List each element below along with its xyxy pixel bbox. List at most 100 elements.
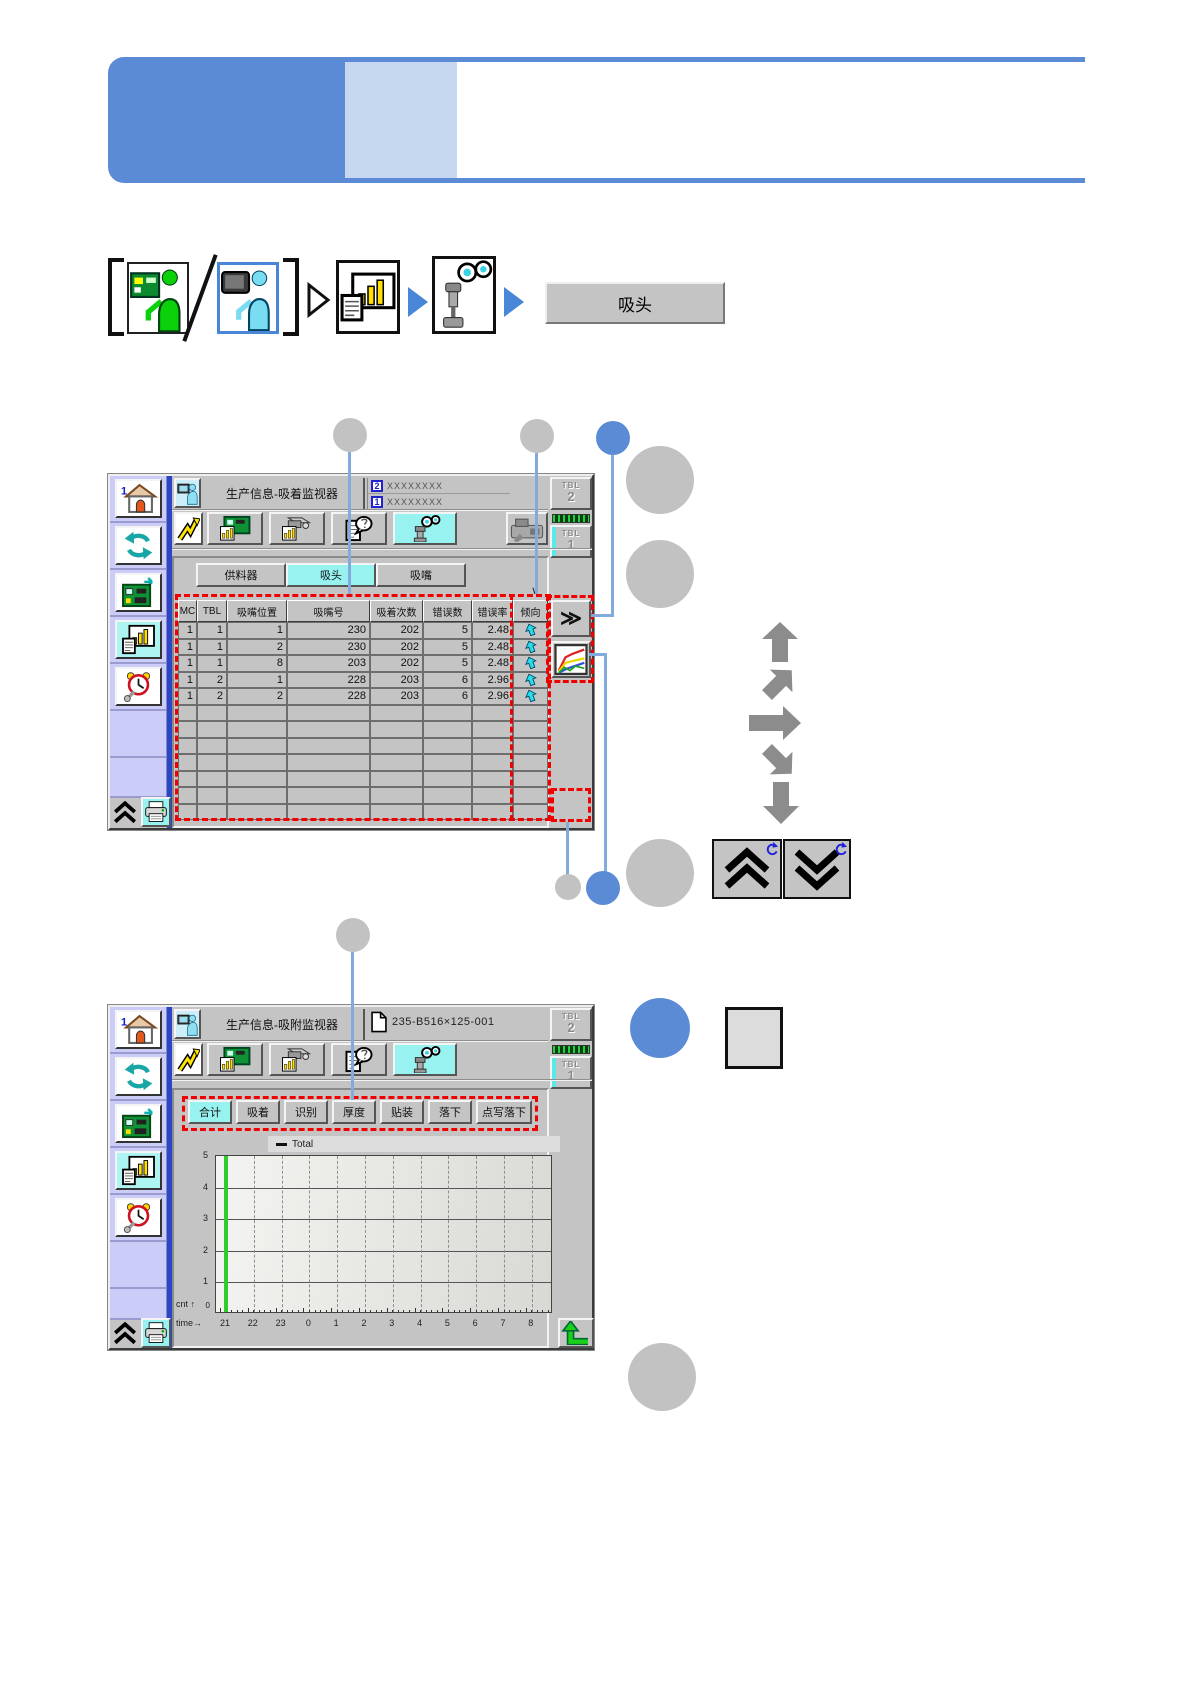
gridline-vertical bbox=[281, 1156, 283, 1312]
table-cell: 5 bbox=[423, 622, 472, 639]
axis-tick bbox=[231, 1310, 233, 1312]
tab-合计[interactable]: 合计 bbox=[188, 1100, 232, 1124]
board-monitor-button[interactable] bbox=[207, 512, 263, 545]
column-header[interactable]: 倾向 bbox=[513, 600, 548, 622]
tab-识别[interactable]: 识别 bbox=[284, 1100, 328, 1124]
column-header[interactable]: 吸着次数 bbox=[370, 600, 423, 622]
program-field-2[interactable]: 2 XXXXXXXX bbox=[367, 478, 510, 494]
scroll-up-icon[interactable] bbox=[112, 801, 138, 825]
machine-button[interactable] bbox=[506, 512, 548, 545]
tbl2-button[interactable]: TBL 2 bbox=[550, 477, 592, 510]
page-down-button[interactable] bbox=[783, 839, 851, 899]
chapter-banner bbox=[108, 57, 1085, 183]
column-header[interactable]: 错误数 bbox=[423, 600, 472, 622]
print-button[interactable] bbox=[141, 797, 171, 827]
table-cell bbox=[178, 737, 197, 754]
trend-arrow-button[interactable] bbox=[174, 512, 203, 545]
table-cell: 2.48 bbox=[472, 622, 513, 639]
column-header[interactable]: 吸嘴位置 bbox=[227, 600, 287, 622]
inquiry-button[interactable] bbox=[331, 1043, 387, 1076]
axis-tick bbox=[509, 1310, 511, 1312]
report-chart-icon[interactable] bbox=[336, 260, 400, 334]
pickup-monitor-button[interactable] bbox=[393, 512, 457, 545]
sidebar-item-cycle-arrows[interactable] bbox=[110, 1054, 166, 1101]
table-cell: 1 bbox=[197, 638, 227, 655]
return-button[interactable] bbox=[558, 1318, 594, 1348]
column-header[interactable]: 吸嘴号 bbox=[287, 600, 370, 622]
operator-mode-icon[interactable] bbox=[174, 1009, 201, 1039]
table-cell: 2.96 bbox=[472, 688, 513, 705]
trend-arrow-button[interactable] bbox=[174, 1043, 203, 1076]
pickup-head-nav-button[interactable]: 吸头 bbox=[545, 282, 725, 324]
tbl1-button[interactable]: TBL 1 bbox=[550, 1056, 592, 1089]
x-tick-label: 5 bbox=[444, 1318, 450, 1328]
tab-贴装[interactable]: 贴装 bbox=[380, 1100, 424, 1124]
sidebar-item-clock-tools[interactable] bbox=[110, 1195, 166, 1242]
tbl1-num: 1 bbox=[567, 537, 575, 552]
tbl2-button[interactable]: TBL 2 bbox=[550, 1008, 592, 1041]
table-cell bbox=[513, 787, 548, 804]
pickup-monitor-button[interactable] bbox=[393, 1043, 457, 1076]
table-cell bbox=[287, 770, 370, 787]
tab-吸头[interactable]: 吸头 bbox=[286, 563, 376, 587]
board-monitor-button[interactable] bbox=[207, 1043, 263, 1076]
inquiry-button[interactable] bbox=[331, 512, 387, 545]
sidebar-item-home[interactable]: 1 bbox=[110, 1007, 166, 1054]
table-cell bbox=[287, 721, 370, 738]
operator-mode-icon[interactable] bbox=[174, 478, 201, 508]
sidebar-item-home[interactable]: 1 bbox=[110, 476, 166, 523]
tbl1-label: TBL bbox=[561, 1060, 581, 1069]
axis-tick bbox=[481, 1310, 483, 1312]
tab-吸嘴[interactable]: 吸嘴 bbox=[376, 563, 466, 587]
column-header[interactable]: TBL bbox=[197, 600, 227, 622]
table-cell bbox=[197, 721, 227, 738]
sidebar-item-report-chart[interactable] bbox=[110, 1148, 166, 1195]
operator-blue-icon[interactable] bbox=[217, 262, 279, 334]
axis-tick bbox=[314, 1310, 316, 1312]
tab-供料器[interactable]: 供料器 bbox=[196, 563, 286, 587]
callout-line bbox=[611, 455, 614, 617]
sidebar-item-clock-tools[interactable] bbox=[110, 664, 166, 711]
column-header[interactable]: 错误率 bbox=[472, 600, 513, 622]
page-up-button[interactable] bbox=[712, 839, 782, 899]
svg-text:1: 1 bbox=[120, 485, 126, 497]
tab-吸着[interactable]: 吸着 bbox=[236, 1100, 280, 1124]
table-cell bbox=[472, 803, 513, 820]
table-cell bbox=[178, 770, 197, 787]
table-cell bbox=[178, 704, 197, 721]
tbl1-button[interactable]: TBL 1 bbox=[550, 525, 592, 558]
callout-circle bbox=[520, 419, 554, 453]
print-button[interactable] bbox=[141, 1318, 171, 1348]
trend-graph-button[interactable] bbox=[551, 641, 591, 678]
column-header[interactable]: MC bbox=[178, 600, 197, 622]
table-cell bbox=[197, 737, 227, 754]
refresh-icon bbox=[833, 842, 848, 857]
table-cell bbox=[287, 787, 370, 804]
feeder-monitor-button[interactable] bbox=[269, 1043, 325, 1076]
sidebar-item-circuit-board[interactable] bbox=[110, 1101, 166, 1148]
scroll-up-icon[interactable] bbox=[112, 1322, 138, 1346]
tab-落下[interactable]: 落下 bbox=[428, 1100, 472, 1124]
head-binoculars-icon[interactable] bbox=[432, 256, 496, 334]
axis-tick bbox=[464, 1310, 466, 1312]
banner-top-rule bbox=[345, 57, 1085, 62]
tab-点写落下[interactable]: 点写落下 bbox=[476, 1100, 532, 1124]
trend-chart bbox=[215, 1155, 552, 1313]
sidebar-item-cycle-arrows[interactable] bbox=[110, 523, 166, 570]
page-down-icon bbox=[789, 846, 845, 892]
sidebar-item-report-chart[interactable] bbox=[110, 617, 166, 664]
expand-button[interactable]: ≫ bbox=[551, 600, 591, 637]
toolbar-rule bbox=[172, 1079, 592, 1081]
tab-厚度[interactable]: 厚度 bbox=[332, 1100, 376, 1124]
banner-bottom-rule bbox=[345, 178, 1085, 183]
sidebar-item-circuit-board[interactable] bbox=[110, 570, 166, 617]
operator-green-icon[interactable] bbox=[127, 262, 189, 334]
table-cell bbox=[197, 803, 227, 820]
feeder-monitor-button[interactable] bbox=[269, 512, 325, 545]
sidebar-empty-cell bbox=[110, 1242, 166, 1289]
program-field-1[interactable]: 1 XXXXXXXX bbox=[367, 494, 510, 510]
axis-tick bbox=[220, 1308, 221, 1312]
trend-graph-large-button[interactable] bbox=[725, 1007, 783, 1069]
x-tick-label: 6 bbox=[472, 1318, 478, 1328]
board-name: 235-B516×125-001 bbox=[392, 1016, 495, 1028]
